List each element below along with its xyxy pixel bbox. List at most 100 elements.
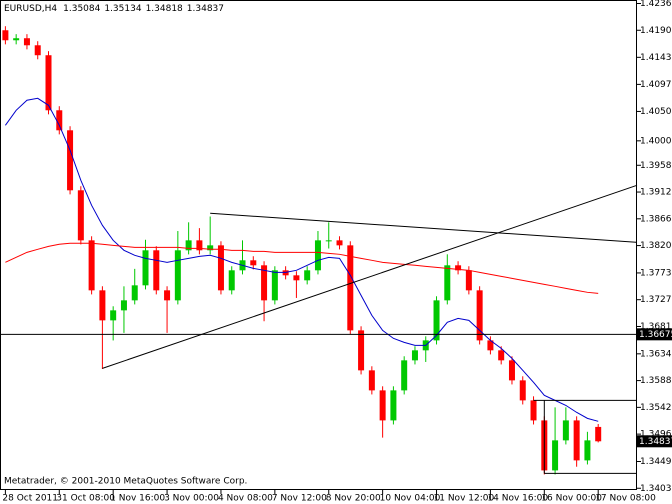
y-tick-label: 1.37270 — [640, 295, 672, 305]
candle-body — [77, 190, 84, 241]
candle-body — [2, 30, 9, 41]
candle-body — [358, 330, 365, 371]
candle-body — [573, 420, 580, 461]
y-tick-label: 1.35880 — [640, 376, 672, 386]
candle-body — [207, 245, 214, 251]
candle-body — [562, 420, 569, 441]
candle-body — [67, 130, 74, 191]
y-tick-label: 1.39580 — [640, 161, 672, 171]
candle-body — [304, 270, 311, 281]
candle-body — [401, 360, 408, 391]
x-tick-label: 17 Nov 08:00 — [595, 494, 656, 504]
x-tick-label: 31 Oct 08:00 — [56, 494, 115, 504]
y-tick-label: 1.36810 — [640, 322, 672, 332]
x-tick-label: 7 Nov 12:00 — [272, 494, 327, 504]
candle-body — [196, 240, 203, 251]
y-tick-label: 1.40000 — [640, 136, 672, 146]
candle-body — [88, 240, 95, 291]
x-tick-label: 4 Nov 08:00 — [218, 494, 273, 504]
candle-body — [368, 370, 375, 391]
x-tick-label: 28 Oct 2011 — [2, 494, 58, 504]
y-tick-label: 1.34030 — [640, 484, 672, 494]
footer: Metatrader, © 2001-2010 MetaQuotes Softw… — [4, 477, 247, 487]
candle-body — [584, 440, 591, 461]
header-close: 1.34837 — [187, 4, 224, 14]
candle-body — [271, 270, 278, 301]
candle-body — [164, 290, 171, 301]
candle-body — [508, 360, 515, 381]
y-tick-label: 1.41900 — [640, 26, 672, 36]
candle-body — [250, 260, 257, 266]
y-tick-label: 1.38660 — [640, 214, 672, 224]
y-tick-label: 1.40970 — [640, 80, 672, 90]
chart-title: EURUSD,H4 — [4, 4, 57, 14]
candle-body — [314, 240, 321, 271]
candle-body — [347, 245, 354, 331]
candle-body — [131, 285, 138, 301]
candle-body — [444, 265, 451, 301]
moving-average — [5, 242, 599, 294]
candle-body — [465, 270, 472, 291]
y-tick-label: 1.42360 — [640, 0, 672, 9]
candle-body — [455, 265, 462, 271]
header: EURUSD,H4 1.35084 1.35134 1.34818 1.34837 — [4, 4, 224, 14]
trend-line — [210, 212, 638, 243]
candle-body — [217, 245, 224, 291]
candle-body — [142, 250, 149, 286]
candle-body — [13, 38, 20, 41]
candle-body — [325, 240, 332, 242]
current-price-label: 1.34837 — [639, 437, 672, 447]
candle-body — [336, 240, 343, 246]
candle-body — [228, 270, 235, 291]
x-tick-label: 10 Nov 04:00 — [380, 494, 441, 504]
moving-average — [4, 97, 599, 422]
level-box — [637, 328, 672, 341]
candle-body — [411, 350, 418, 361]
y-tick-label: 1.39120 — [640, 188, 672, 198]
candle-body — [390, 390, 397, 421]
x-tick-label: 11 Nov 12:00 — [434, 494, 495, 504]
candle-body — [261, 265, 268, 301]
candle-body — [153, 250, 160, 291]
y-tick-label: 1.35420 — [640, 403, 672, 413]
y-tick-label: 1.36340 — [640, 349, 672, 359]
y-tick-label: 1.40505 — [640, 107, 672, 117]
candle-body — [185, 240, 192, 251]
y-tick-label: 1.38200 — [640, 241, 672, 251]
candle-body — [498, 350, 505, 361]
y-tick-label: 1.34490 — [640, 457, 672, 467]
trend-line — [102, 184, 638, 369]
candle-body — [552, 440, 559, 471]
candle-body — [530, 400, 537, 421]
candle-body — [45, 55, 52, 111]
candle-body — [487, 340, 494, 351]
y-tick-label: 1.34960 — [640, 430, 672, 440]
candle-body — [476, 290, 483, 341]
candle-body — [99, 290, 106, 321]
y-tick-label: 1.41435 — [640, 53, 672, 63]
candle-body — [110, 310, 117, 321]
candle-body — [34, 45, 41, 56]
candle-body — [293, 275, 300, 281]
candle-body — [23, 38, 30, 46]
x-tick-label: 8 Nov 20:00 — [326, 494, 381, 504]
x-tick-label: 14 Nov 16:00 — [487, 494, 548, 504]
header-open: 1.35084 — [63, 4, 100, 14]
candle-body — [595, 426, 602, 442]
candle-body — [433, 300, 440, 341]
candle-body — [379, 390, 386, 421]
candle-body — [174, 250, 181, 301]
y-tick-label: 1.37730 — [640, 268, 672, 278]
x-tick-label: 1 Nov 16:00 — [110, 494, 165, 504]
candle-body — [56, 110, 63, 131]
x-tick-label: 16 Nov 00:00 — [541, 494, 602, 504]
current-price-box — [637, 435, 672, 448]
plot-frame — [0, 0, 637, 490]
candle-body — [120, 300, 127, 311]
candle-body — [519, 380, 526, 401]
level-label: 1.36675 — [639, 330, 672, 340]
header-low: 1.34818 — [146, 4, 183, 14]
header-high: 1.35134 — [104, 4, 141, 14]
